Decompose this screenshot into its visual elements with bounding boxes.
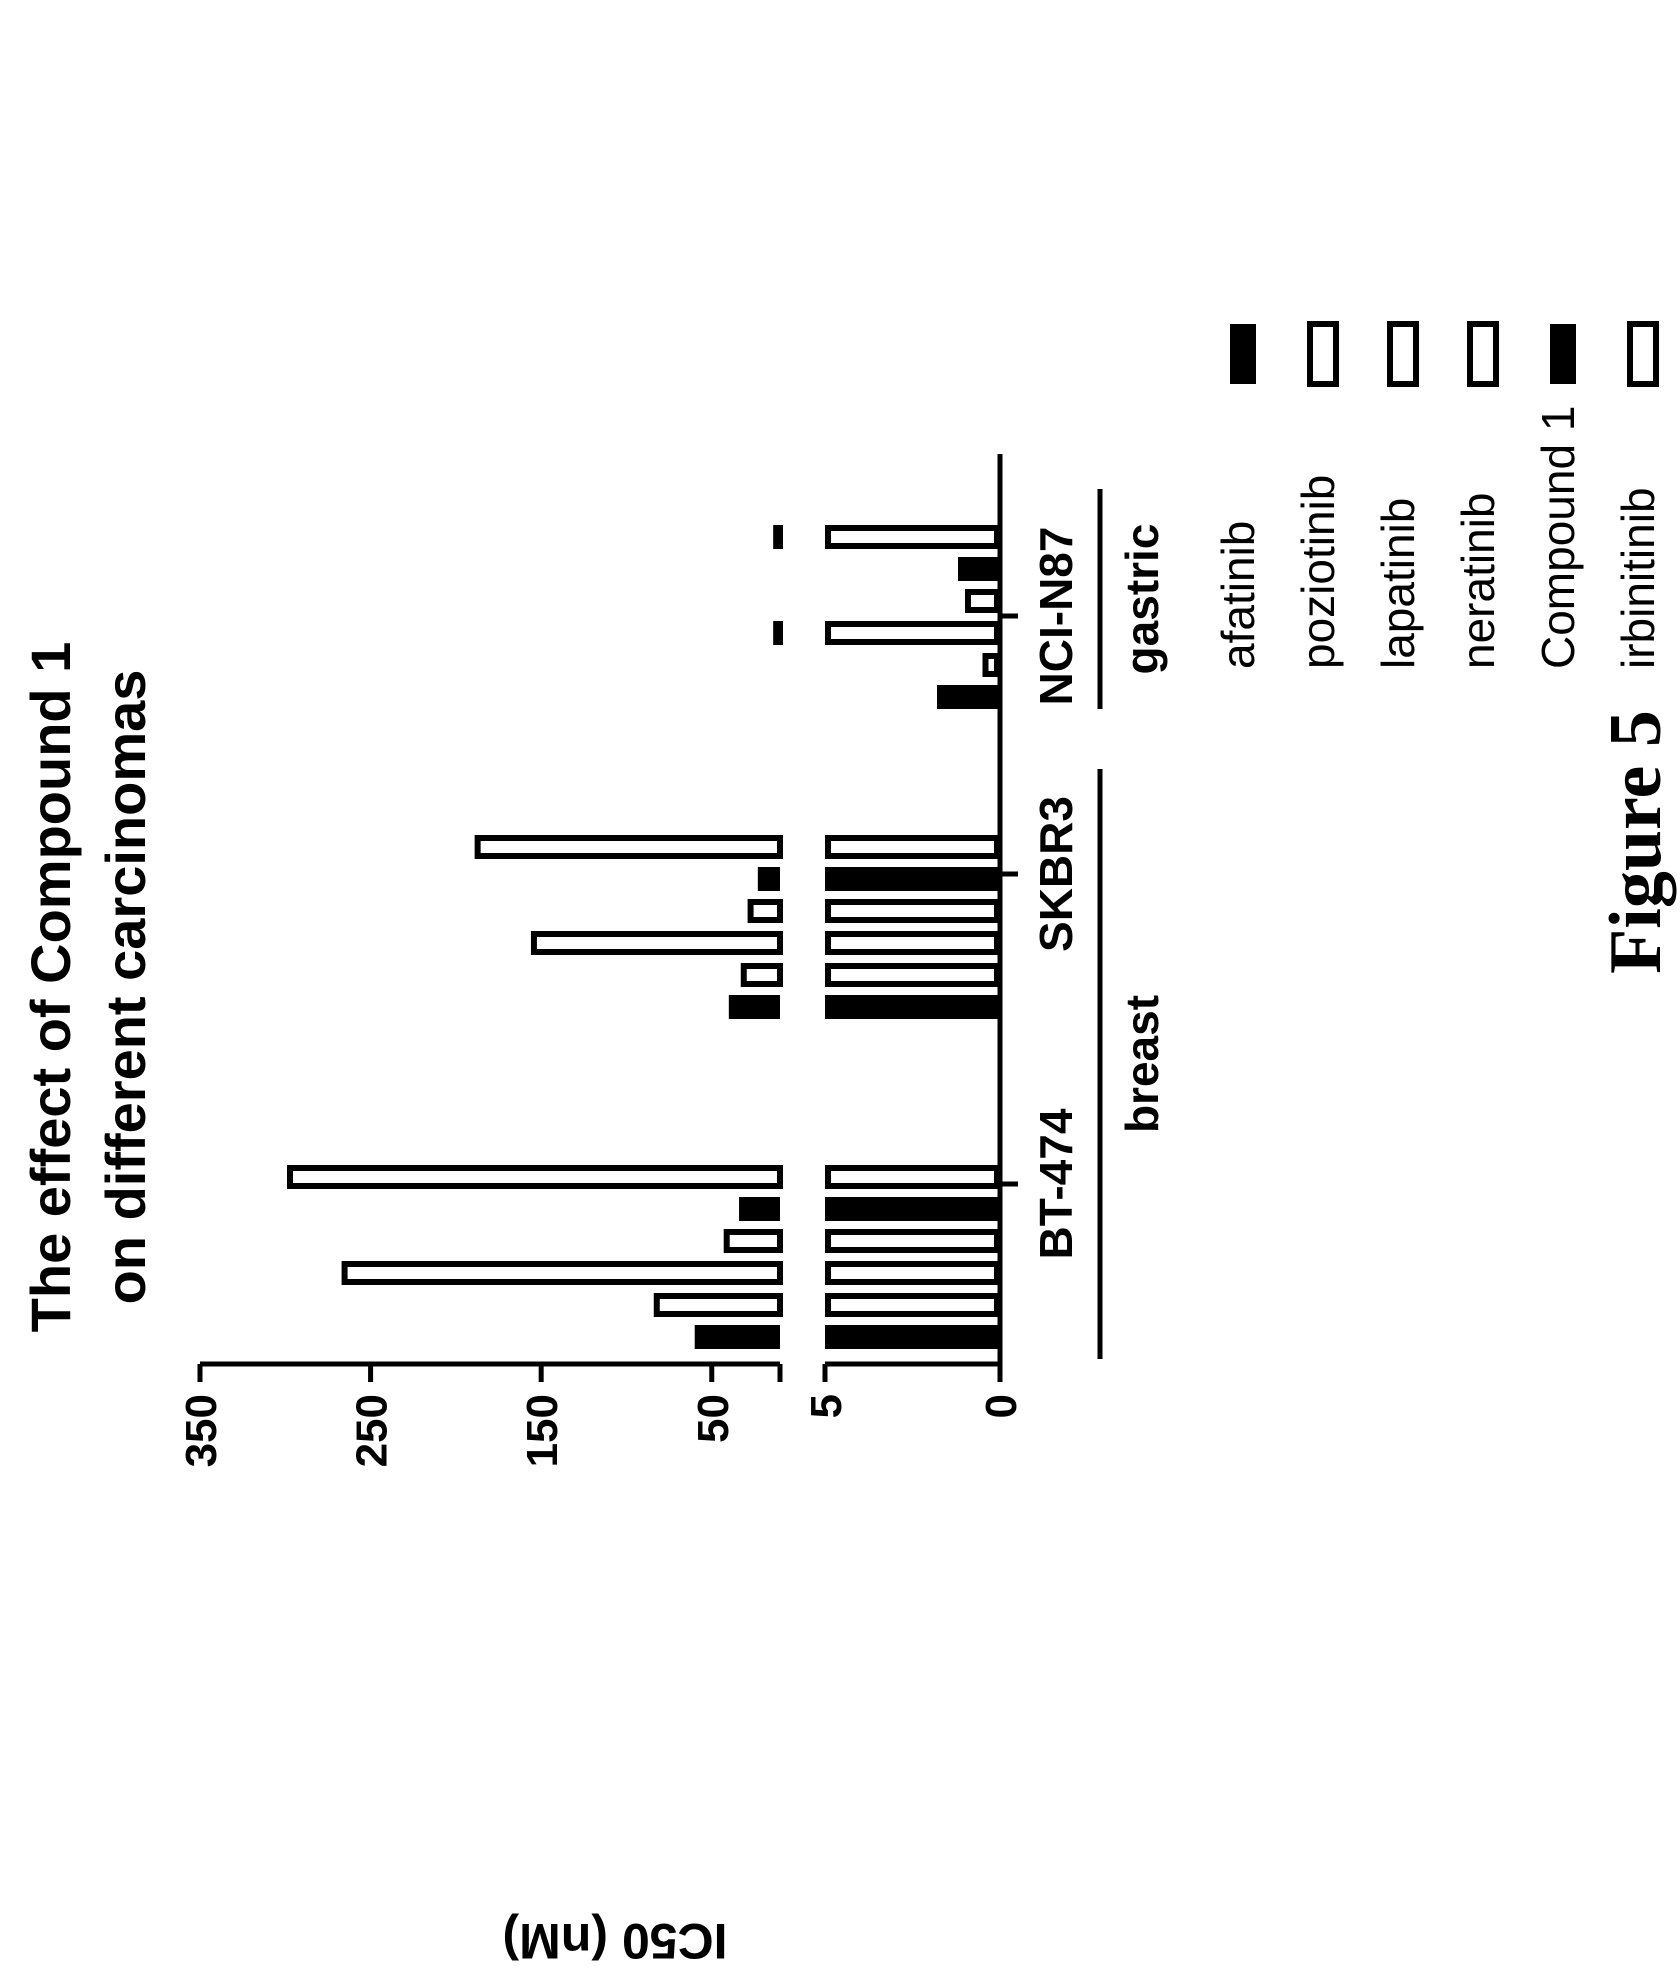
bar-upper-irbinitinib bbox=[474, 835, 783, 859]
legend-label: afatinib bbox=[1212, 521, 1264, 669]
legend-label: poziotinib bbox=[1292, 475, 1344, 669]
bar-compound-1 bbox=[825, 1197, 1000, 1221]
bar-upper-poziotinib bbox=[740, 963, 784, 987]
bar-upper-afatinib bbox=[728, 995, 781, 1019]
group-label: gastric bbox=[1116, 524, 1168, 675]
legend-swatch bbox=[1307, 321, 1339, 387]
figure-caption: Figure 5 bbox=[1595, 710, 1677, 974]
bar-compound-1 bbox=[825, 867, 1000, 891]
bar-neratinib bbox=[825, 1229, 1000, 1253]
y-tick-label-lower: 5 bbox=[802, 1394, 851, 1418]
legend-swatch bbox=[1387, 321, 1419, 387]
group-label: breast bbox=[1116, 995, 1168, 1133]
bar-compound-1 bbox=[958, 557, 1000, 581]
legend-label: neratinib bbox=[1452, 493, 1504, 669]
legend-swatch bbox=[1230, 324, 1256, 384]
y-tick-label-upper: 350 bbox=[177, 1394, 226, 1467]
legend-swatch bbox=[1467, 321, 1499, 387]
bar-neratinib bbox=[825, 899, 1000, 923]
bar-afatinib bbox=[825, 995, 1000, 1019]
y-tick-label-lower: 0 bbox=[977, 1394, 1026, 1418]
bar-upper-irbinitinib bbox=[287, 1165, 783, 1189]
legend-swatch bbox=[1550, 324, 1576, 384]
bar-irbinitinib bbox=[825, 835, 1000, 859]
bar-upper-neratinib bbox=[747, 899, 784, 923]
bar-afatinib bbox=[937, 685, 1000, 709]
bar-upper-lapatinib bbox=[341, 1261, 783, 1285]
bar-poziotinib bbox=[825, 963, 1000, 987]
bar-poziotinib bbox=[825, 1293, 1000, 1317]
y-tick-label-upper: 250 bbox=[348, 1394, 397, 1467]
bar-upper-lapatinib bbox=[530, 931, 783, 955]
x-tick-label: BT-474 bbox=[1030, 1108, 1082, 1259]
bar-poziotinib bbox=[982, 653, 1000, 677]
x-tick-label: NCI-N87 bbox=[1030, 527, 1082, 706]
bar-upper-irbinitinib bbox=[773, 525, 783, 549]
chart-title-line-2: on different carcinomas bbox=[94, 670, 157, 1305]
bar-irbinitinib bbox=[825, 525, 1000, 549]
legend-swatch bbox=[1627, 321, 1659, 387]
legend-label: irbinitinib bbox=[1612, 487, 1664, 669]
bar-upper-compound-1 bbox=[739, 1197, 781, 1221]
bar-upper-lapatinib bbox=[773, 621, 783, 645]
bar-upper-neratinib bbox=[723, 1229, 783, 1253]
y-tick-label-upper: 150 bbox=[518, 1394, 567, 1467]
y-tick-label-upper: 50 bbox=[689, 1394, 738, 1443]
legend-label: lapatinib bbox=[1372, 498, 1424, 669]
bar-upper-afatinib bbox=[694, 1325, 780, 1349]
y-axis-label: IC50 (nM) bbox=[503, 1913, 728, 1969]
x-tick-label: SKBR3 bbox=[1030, 796, 1082, 952]
bar-afatinib bbox=[825, 1325, 1000, 1349]
legend-label: Compound 1 bbox=[1532, 406, 1584, 669]
bar-lapatinib bbox=[825, 1261, 1000, 1285]
bar-lapatinib bbox=[825, 621, 1000, 645]
bar-upper-poziotinib bbox=[653, 1293, 783, 1317]
bar-neratinib bbox=[965, 589, 1000, 613]
bar-irbinitinib bbox=[825, 1165, 1000, 1189]
bar-lapatinib bbox=[825, 931, 1000, 955]
chart-title-line-1: The effect of Compound 1 bbox=[19, 642, 82, 1333]
bar-upper-compound-1 bbox=[757, 867, 781, 891]
